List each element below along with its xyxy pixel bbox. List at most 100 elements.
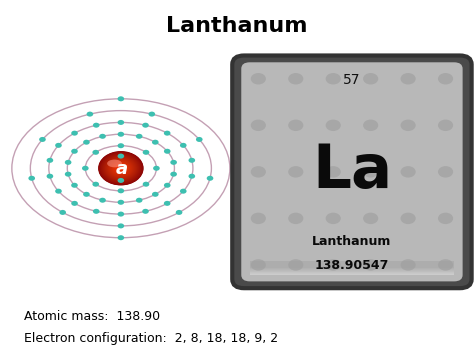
Circle shape	[288, 259, 303, 271]
Circle shape	[71, 183, 78, 188]
FancyBboxPatch shape	[241, 62, 463, 281]
Circle shape	[93, 123, 100, 128]
Ellipse shape	[104, 156, 137, 181]
Ellipse shape	[101, 153, 141, 183]
Ellipse shape	[108, 158, 134, 178]
Text: a: a	[116, 160, 128, 178]
Circle shape	[438, 213, 453, 224]
Ellipse shape	[99, 151, 143, 185]
Circle shape	[148, 112, 155, 117]
Circle shape	[71, 201, 78, 206]
Circle shape	[189, 174, 195, 179]
Bar	[250, 263, 454, 271]
Circle shape	[92, 150, 99, 155]
Circle shape	[39, 137, 46, 142]
Ellipse shape	[103, 155, 139, 182]
Text: Atomic mass:  138.90: Atomic mass: 138.90	[24, 310, 160, 323]
Circle shape	[152, 140, 159, 145]
Ellipse shape	[103, 155, 139, 182]
Bar	[250, 266, 454, 274]
Ellipse shape	[119, 167, 123, 170]
Circle shape	[142, 123, 149, 128]
Bar	[250, 267, 454, 275]
Ellipse shape	[114, 163, 128, 174]
Ellipse shape	[111, 161, 131, 176]
Bar	[250, 264, 454, 271]
Circle shape	[438, 73, 453, 84]
Ellipse shape	[103, 155, 138, 182]
Circle shape	[99, 134, 106, 139]
Circle shape	[118, 188, 124, 193]
Ellipse shape	[118, 166, 124, 171]
Ellipse shape	[106, 157, 136, 180]
Circle shape	[118, 235, 124, 240]
Bar	[250, 262, 454, 269]
Circle shape	[71, 149, 78, 154]
Ellipse shape	[107, 160, 122, 167]
Ellipse shape	[99, 152, 143, 185]
Ellipse shape	[118, 166, 124, 170]
Text: Lanthanum: Lanthanum	[312, 235, 392, 248]
Circle shape	[251, 73, 266, 84]
Circle shape	[59, 210, 66, 215]
Bar	[250, 266, 454, 273]
Circle shape	[143, 150, 149, 155]
Bar	[250, 265, 454, 272]
Ellipse shape	[113, 163, 128, 174]
Circle shape	[326, 73, 341, 84]
Ellipse shape	[109, 159, 133, 178]
Ellipse shape	[108, 159, 134, 178]
Circle shape	[288, 166, 303, 178]
Circle shape	[118, 154, 124, 159]
Text: 138.90547: 138.90547	[315, 259, 389, 272]
Bar	[250, 263, 454, 271]
Ellipse shape	[110, 160, 131, 176]
Circle shape	[170, 160, 177, 165]
Ellipse shape	[101, 153, 141, 183]
Ellipse shape	[116, 165, 126, 172]
Circle shape	[326, 259, 341, 271]
Ellipse shape	[110, 160, 132, 176]
Circle shape	[326, 166, 341, 178]
Circle shape	[142, 209, 149, 214]
Ellipse shape	[102, 154, 139, 182]
Circle shape	[83, 140, 90, 145]
Bar	[250, 267, 454, 274]
Bar	[250, 266, 454, 274]
Circle shape	[118, 132, 124, 137]
Bar	[250, 263, 454, 270]
Ellipse shape	[115, 164, 127, 173]
Circle shape	[83, 192, 90, 197]
Circle shape	[363, 120, 378, 131]
Circle shape	[363, 213, 378, 224]
Ellipse shape	[109, 160, 132, 177]
Circle shape	[118, 223, 124, 228]
Circle shape	[164, 149, 171, 154]
Circle shape	[438, 166, 453, 178]
Bar	[250, 264, 454, 271]
Circle shape	[251, 120, 266, 131]
Bar	[250, 262, 454, 269]
Circle shape	[153, 166, 160, 171]
Ellipse shape	[109, 159, 133, 177]
Bar	[250, 264, 454, 271]
Circle shape	[189, 158, 195, 163]
Ellipse shape	[110, 160, 131, 176]
Ellipse shape	[107, 158, 135, 179]
Circle shape	[136, 198, 143, 203]
FancyBboxPatch shape	[232, 55, 472, 288]
Text: Electron configuration:  2, 8, 18, 18, 9, 2: Electron configuration: 2, 8, 18, 18, 9,…	[24, 332, 278, 345]
Ellipse shape	[111, 161, 130, 175]
Ellipse shape	[118, 166, 123, 170]
Bar	[250, 262, 454, 269]
Ellipse shape	[120, 168, 122, 169]
Ellipse shape	[112, 162, 129, 175]
Text: La: La	[312, 142, 392, 201]
Circle shape	[251, 166, 266, 178]
Ellipse shape	[107, 158, 135, 179]
Circle shape	[363, 73, 378, 84]
Circle shape	[71, 131, 78, 136]
Circle shape	[401, 213, 416, 224]
Circle shape	[118, 96, 124, 101]
Circle shape	[180, 143, 187, 148]
